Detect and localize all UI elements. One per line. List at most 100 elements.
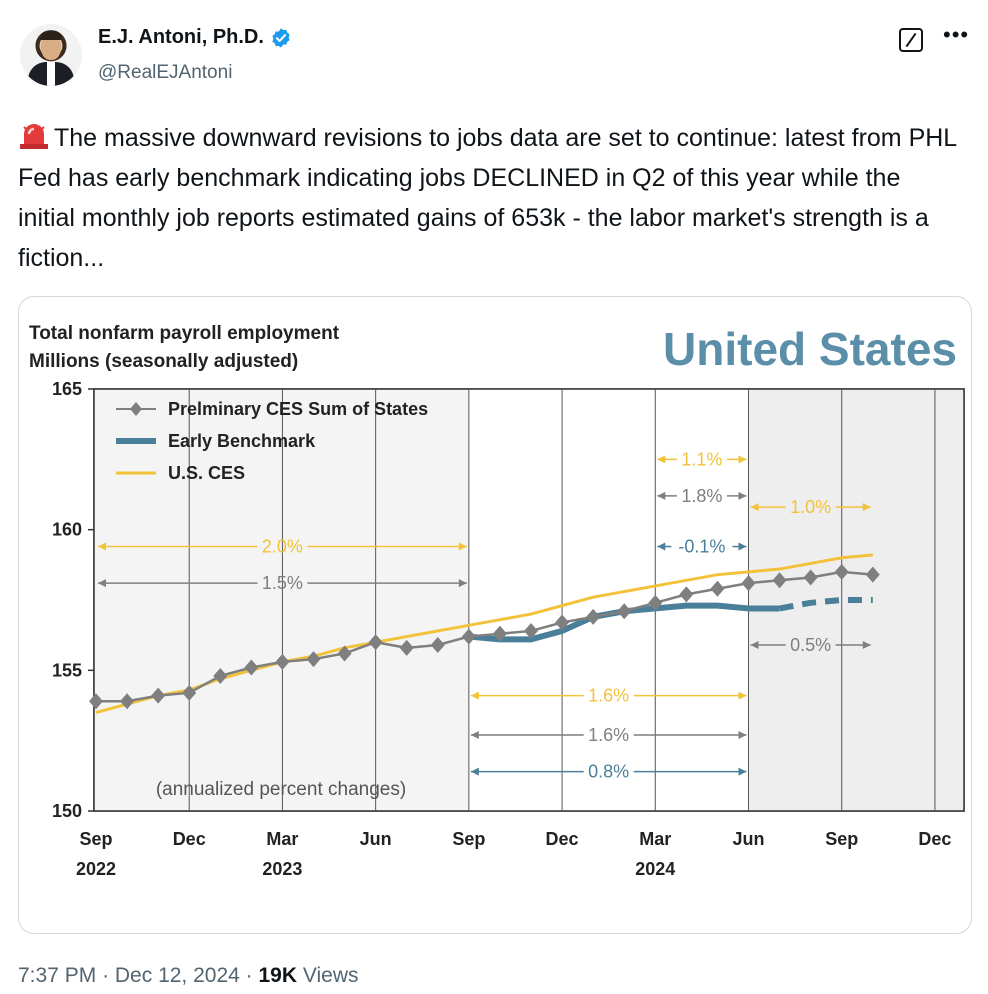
annotation-arrowhead (657, 455, 666, 464)
tweet-date[interactable]: Dec 12, 2024 (114, 964, 240, 987)
series-early-benchmark-projected-line (779, 597, 873, 612)
annotation-arrowhead (862, 503, 871, 512)
annotation-label: 2.0% (262, 537, 303, 557)
prelim-ces-point (865, 566, 880, 583)
prelim-ces-point (244, 659, 259, 676)
prelim-ces-point (213, 667, 228, 684)
x-tick-label: Dec (546, 829, 579, 849)
annotation-arrowhead (738, 491, 747, 500)
period-2 (468, 389, 749, 811)
views-label: Views (302, 964, 359, 987)
y-tick-label: 155 (52, 660, 82, 680)
annotation-arrowhead (750, 503, 759, 512)
annotation-arrowhead (470, 691, 479, 700)
prelim-ces-point (89, 693, 103, 710)
annotation-arrowhead (470, 767, 479, 776)
prelim-ces-point (772, 572, 787, 589)
annotation-arrowhead (98, 579, 106, 588)
annotation-arrowhead (738, 455, 747, 464)
police-siren-emoji-icon (20, 124, 48, 149)
prelim-ces-point (586, 608, 601, 625)
x-tick-label: Mar (639, 829, 671, 849)
prelim-ces-point (617, 603, 632, 620)
author-name[interactable]: E.J. Antoni, Ph.D. (98, 26, 264, 48)
annotation-label: 0.8% (588, 762, 629, 782)
prelim-ces-point (741, 575, 756, 592)
tweet-text: The massive downward revisions to jobs d… (18, 118, 958, 278)
chart-title-line1: Total nonfarm payroll employment (29, 323, 340, 344)
prelim-ces-point (555, 614, 570, 631)
annotation-arrowhead (738, 542, 747, 551)
author-handle[interactable]: @RealEJAntoni (98, 62, 233, 83)
annotation-label: 1.1% (681, 449, 722, 469)
annotation-arrowhead (98, 542, 106, 551)
annotation-arrowhead (738, 731, 747, 740)
annotation-arrowhead (862, 641, 871, 650)
prelim-ces-point (151, 687, 166, 704)
plot-area: 150 155 160 165 Sep 2022 Dec Mar 2023 Jun Sep Dec Ma… (52, 379, 965, 879)
x-tick-label: Jun (732, 829, 764, 849)
legend-label: Prelminary CES Sum of States (168, 399, 428, 419)
prelim-ces-point (368, 634, 383, 651)
chart-title-line2: Millions (seasonally adjusted) (29, 351, 298, 372)
x-tick-label: Mar (266, 829, 298, 849)
tweet-meta: 7:37 PM · Dec 12, 2024 · 19K Views (18, 964, 359, 988)
x-tick-year-label: 2024 (635, 859, 675, 879)
prelim-ces-point (182, 684, 197, 701)
payroll-chart: Total nonfarm payroll employment Million… (29, 323, 965, 879)
chart-image[interactable]: Total nonfarm payroll employment Million… (18, 296, 972, 934)
annotation-arrowhead (738, 691, 747, 700)
tweet-body: The massive downward revisions to jobs d… (18, 124, 957, 272)
annotation-label: 1.8% (681, 486, 722, 506)
prelim-ces-point (803, 569, 818, 586)
x-tick-label: Dec (918, 829, 951, 849)
y-tick-label: 150 (52, 801, 82, 821)
prelim-ces-point (275, 653, 290, 670)
prelim-ces-point (679, 586, 694, 603)
x-tick-label: Sep (825, 829, 858, 849)
prelim-ces-point (648, 594, 663, 611)
annotation-arrowhead (657, 542, 666, 551)
prelim-ces-point (492, 625, 507, 642)
chart-footnote: (annualized percent changes) (156, 779, 406, 800)
prelim-ces-point (834, 563, 849, 580)
shaded-period-1 (94, 389, 469, 811)
chart-region-title: United States (663, 323, 957, 375)
x-tick-label: Sep (452, 829, 485, 849)
legend-label: Early Benchmark (168, 431, 316, 451)
grok-icon[interactable] (899, 28, 923, 52)
verified-badge-icon (272, 27, 290, 48)
legend-label: U.S. CES (168, 463, 245, 483)
plot-border (93, 388, 965, 812)
avatar-hair (40, 31, 62, 40)
x-tick-label: Jun (360, 829, 392, 849)
avatar[interactable] (20, 24, 82, 86)
author-name-row: E.J. Antoni, Ph.D. (98, 26, 292, 49)
views-count: 19K (258, 964, 298, 987)
y-tick-label: 165 (52, 379, 82, 399)
annotation-label: 1.0% (790, 497, 831, 517)
tweet-time[interactable]: 7:37 PM (18, 964, 97, 987)
annotation-label: 1.6% (588, 725, 629, 745)
annotation-label: 1.5% (262, 573, 303, 593)
prelim-ces-point (524, 622, 538, 639)
more-options-icon[interactable]: ••• (943, 22, 970, 47)
prelim-ces-point (399, 639, 414, 656)
prelim-ces-point (710, 580, 725, 597)
annotation-label: -0.1% (678, 537, 725, 557)
meta-separator: · (102, 964, 115, 987)
y-tick-label: 160 (52, 520, 82, 540)
annotation-arrowhead (657, 491, 666, 500)
annotation-label: 1.6% (588, 686, 629, 706)
annotation-arrowhead (738, 767, 747, 776)
x-tick-year-label: 2022 (76, 859, 116, 879)
x-tick-label: Dec (173, 829, 206, 849)
annotation-arrowhead (470, 731, 479, 740)
meta-separator: · (245, 964, 259, 987)
prelim-ces-point (337, 645, 352, 662)
x-tick-label: Sep (79, 829, 112, 849)
annotation-arrowhead (458, 542, 467, 551)
prelim-ces-point (461, 628, 476, 645)
avatar-face (41, 34, 61, 60)
annotation-arrowhead (750, 641, 759, 650)
